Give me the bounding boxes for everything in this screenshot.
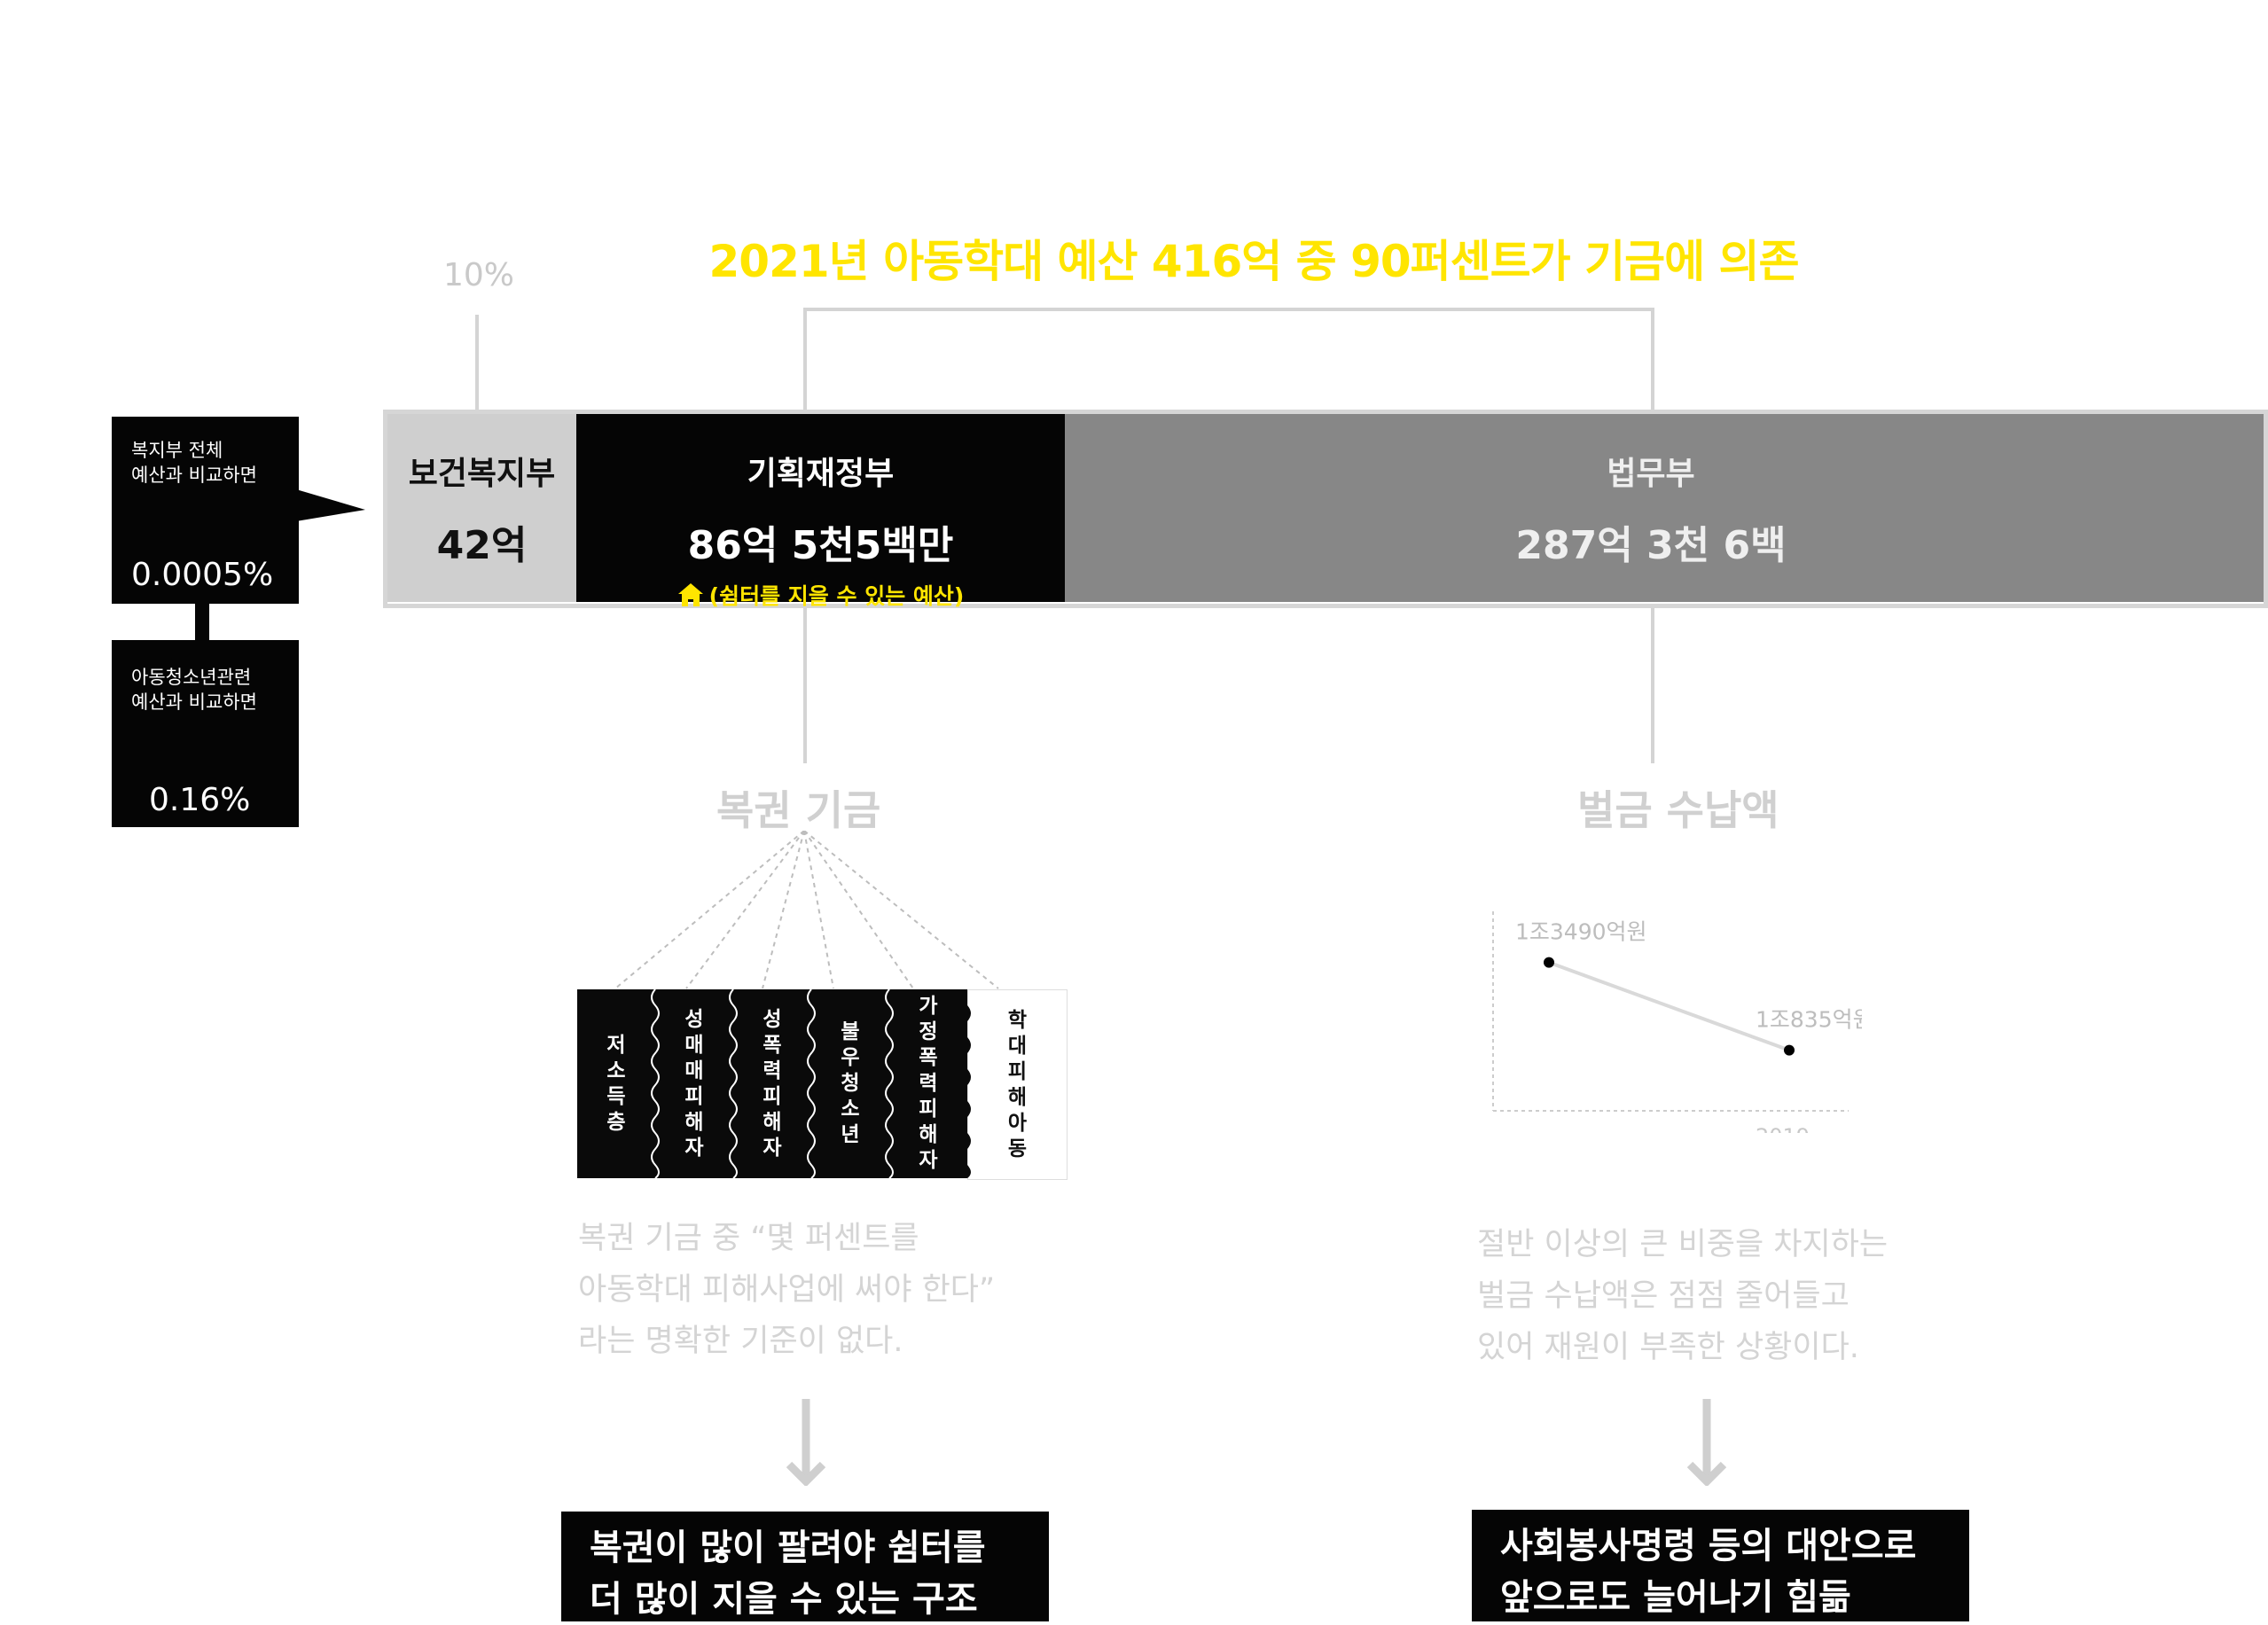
wavy-dividers <box>651 989 971 1178</box>
page-title: 2021년 아동학대 예산 416억 중 90퍼센트가 기금에 의존 <box>708 236 1800 287</box>
comparison-label: 아동청소년관련 예산과 비교하면 <box>131 667 257 713</box>
house-icon <box>677 583 703 606</box>
fines-connector-line <box>1651 608 1654 763</box>
fines-line-chart: 1조3490억원 2015 1조835억원 2019 <box>1492 911 1862 1133</box>
finance-segment: 기획재정부 86억 5천5백만 (쉼터를 지을 수 있는 예산) <box>576 414 1065 609</box>
bracket-left-line <box>803 308 807 410</box>
bracket-right-line <box>1651 308 1654 410</box>
fan-lines <box>614 831 999 989</box>
lottery-connector-line <box>803 608 807 763</box>
welfare-share-label: 10% <box>443 257 515 293</box>
finance-value: 86억 5천5백만 <box>687 523 954 568</box>
x-tick-label: 2019 <box>1756 1124 1810 1133</box>
welfare-total-comparison: 복지부 전체 예산과 비교하면 0.0005% <box>112 417 299 604</box>
welfare-segment: 보건복지부 42억 <box>387 414 576 602</box>
recipient-needy-youth: 불 우 청 소 년 <box>841 1020 860 1146</box>
welfare-value: 42억 <box>436 523 528 568</box>
fines-conclusion: 사회봉사명령 등의 대안으로 앞으로도 늘어나기 힘듦 <box>1472 1510 1969 1621</box>
finance-note: (쉼터를 지을 수 있는 예산) <box>576 579 1065 611</box>
youth-budget-comparison: 아동청소년관련 예산과 비교하면 0.16% <box>112 640 299 827</box>
down-arrow-icon <box>786 1399 826 1486</box>
recipient-abused-children: 학 대 피 해 아 동 <box>967 989 1068 1180</box>
lottery-conclusion: 복권이 많이 팔려야 쉼터를 더 많이 지을 수 있는 구조 <box>561 1512 1049 1621</box>
finance-label: 기획재정부 <box>747 456 895 492</box>
recipient-low-income: 저 소 득 층 <box>606 1033 626 1134</box>
lottery-fund-title: 복권 기금 <box>716 786 881 834</box>
welfare-label: 보건복지부 <box>408 456 556 492</box>
comparison-label: 복지부 전체 예산과 비교하면 <box>131 440 257 486</box>
comparison-value: 0.0005% <box>131 557 274 593</box>
lottery-description: 복권 기금 중 “몇 퍼센트를 아동학대 피해사업에 써야 한다” 라는 명확한… <box>578 1221 996 1359</box>
x-tick-label: 2015 <box>1509 1131 1563 1133</box>
data-point <box>1784 1044 1795 1056</box>
justice-segment: 법무부 287억 3천 6백 <box>1065 414 2264 602</box>
justice-value: 287억 3천 6백 <box>1515 523 1787 568</box>
finance-note-text: (쉼터를 지을 수 있는 예산) <box>708 583 965 609</box>
welfare-connector-line <box>475 315 479 410</box>
recipient-prostitution-victims: 성 매 매 피 해 자 <box>684 1007 704 1160</box>
comparison-value: 0.16% <box>149 782 251 818</box>
data-label: 1조835억원 <box>1756 1007 1862 1033</box>
pointer-arrow <box>296 489 365 521</box>
lottery-recipients: 저 소 득 층 성 매 매 피 해 자 성 폭 력 피 해 자 불 우 청 소 … <box>577 989 1068 1180</box>
series-line <box>1548 960 1790 1052</box>
recipient-sexual-violence-victims: 성 폭 력 피 해 자 <box>763 1007 782 1160</box>
down-arrow-icon <box>1686 1399 1727 1486</box>
fines-title: 벌금 수납액 <box>1577 786 1779 834</box>
data-label: 1조3490억원 <box>1515 919 1647 945</box>
recipient-domestic-violence-victims: 가 정 폭 력 피 해 자 <box>919 995 938 1172</box>
fines-description: 절반 이상의 큰 비중을 차지하는 벌금 수납액은 점점 줄어들고 있어 재원이… <box>1477 1227 1889 1365</box>
comparison-connector <box>195 604 209 642</box>
bracket-top-line <box>803 308 1654 311</box>
data-point <box>1544 957 1554 968</box>
justice-label: 법무부 <box>1607 456 1695 492</box>
